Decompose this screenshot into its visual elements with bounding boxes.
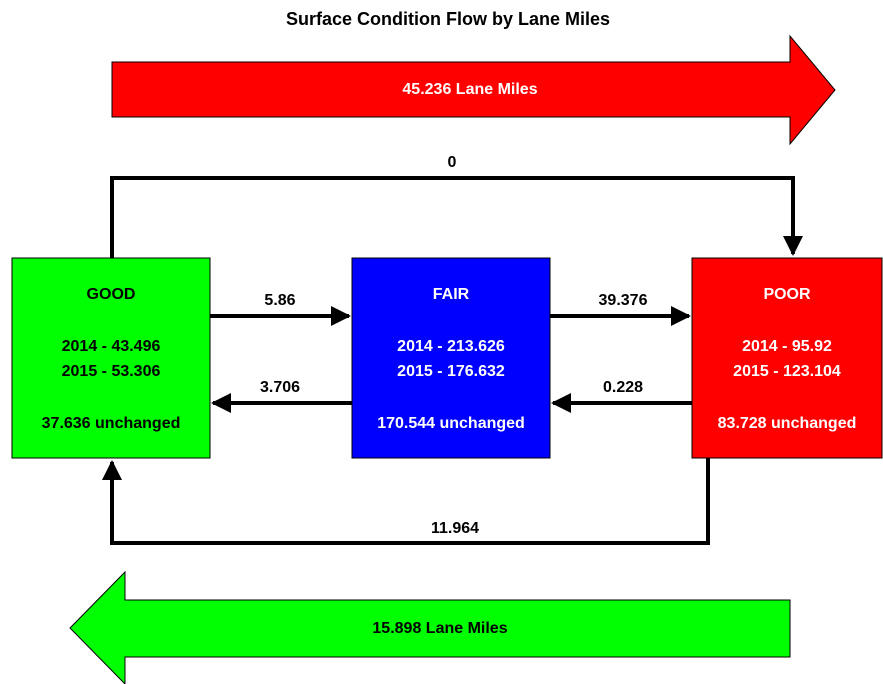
node-label: POOR [763, 286, 811, 303]
node-line: 2015 - 176.632 [397, 363, 505, 380]
node-line: 2015 - 123.104 [733, 363, 841, 380]
flow-label: 0 [448, 154, 457, 171]
top-arrow [111, 34, 836, 146]
node-box [351, 257, 551, 459]
node-line: 2014 - 43.496 [62, 338, 161, 355]
node-unchanged: 83.728 unchanged [718, 415, 857, 432]
flow-label: 0.228 [603, 379, 643, 396]
flow-label: 39.376 [599, 292, 648, 309]
bottom-arrow-label: 15.898 Lane Miles [372, 620, 507, 637]
node-label: FAIR [433, 286, 470, 303]
flow-line [102, 458, 710, 545]
flow-label: 5.86 [264, 292, 295, 309]
node-line: 2014 - 213.626 [397, 338, 505, 355]
node-box [691, 257, 883, 459]
node-label: GOOD [87, 286, 136, 303]
title: Surface Condition Flow by Lane Miles [286, 9, 610, 29]
flow-label: 3.706 [260, 379, 300, 396]
node-line: 2014 - 95.92 [742, 338, 832, 355]
node-line: 2015 - 53.306 [62, 363, 161, 380]
node-box [11, 257, 211, 459]
flow-line [110, 176, 803, 258]
bottom-arrow [69, 570, 791, 684]
flow-label: 11.964 [431, 520, 479, 537]
node-unchanged: 37.636 unchanged [42, 415, 181, 432]
top-arrow-label: 45.236 Lane Miles [402, 81, 537, 98]
node-unchanged: 170.544 unchanged [377, 415, 525, 432]
